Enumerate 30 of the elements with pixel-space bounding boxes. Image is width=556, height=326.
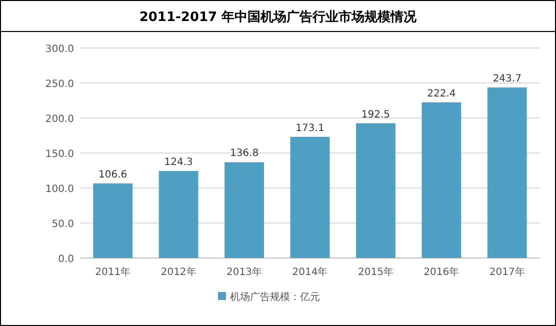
data-label: 124.3	[164, 156, 193, 168]
data-label: 106.6	[98, 169, 128, 180]
x-tick-label: 2014年	[292, 266, 328, 278]
y-tick-label: 200.0	[45, 114, 74, 125]
data-label: 222.4	[427, 88, 456, 100]
bar	[93, 183, 133, 258]
bar	[487, 87, 527, 258]
y-tick-label: 100.0	[45, 184, 74, 195]
chart-title: 2011-2017 年中国机场广告行业市场规模情况	[139, 9, 418, 25]
bar	[158, 170, 198, 258]
data-label: 192.5	[361, 109, 390, 120]
y-tick-label: 50.0	[52, 219, 74, 230]
data-label: 243.7	[492, 73, 522, 84]
bar	[356, 123, 396, 258]
x-tick-label: 2011年	[95, 266, 131, 278]
x-tick-label: 2017年	[489, 266, 525, 278]
x-tick-label: 2016年	[424, 266, 460, 278]
bar	[290, 136, 330, 258]
y-tick-label: 250.0	[45, 79, 74, 90]
bar	[422, 102, 462, 258]
data-label: 173.1	[296, 122, 324, 134]
bar	[224, 162, 264, 258]
data-label: 136.8	[230, 148, 259, 160]
y-tick-label: 300.0	[45, 44, 74, 55]
y-tick-label: 150.0	[45, 149, 74, 160]
y-tick-label: 0.0	[58, 254, 74, 265]
x-tick-label: 2012年	[160, 266, 196, 278]
x-tick-label: 2013年	[226, 266, 262, 278]
x-tick-label: 2015年	[358, 266, 394, 278]
legend-label: 机场广告规模：亿元	[230, 291, 320, 303]
